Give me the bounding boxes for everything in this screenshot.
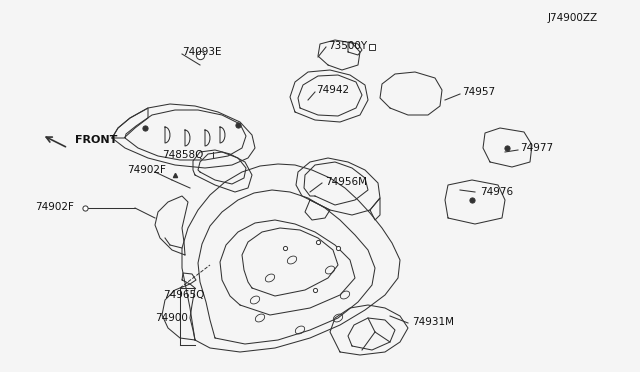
Text: 74900: 74900 (155, 313, 188, 323)
Text: 74931M: 74931M (412, 317, 454, 327)
Text: 74956M: 74956M (325, 177, 367, 187)
Text: 74977: 74977 (520, 143, 553, 153)
Text: 74902F: 74902F (127, 165, 166, 175)
Text: 74942: 74942 (316, 85, 349, 95)
Text: 73500Y: 73500Y (328, 41, 367, 51)
Text: 74093E: 74093E (182, 47, 221, 57)
Text: FRONT: FRONT (75, 135, 117, 145)
Text: 74965Q: 74965Q (163, 290, 204, 300)
Text: 74976: 74976 (480, 187, 513, 197)
Text: J74900ZZ: J74900ZZ (548, 13, 598, 23)
Text: 74957: 74957 (462, 87, 495, 97)
Text: 74902F: 74902F (35, 202, 74, 212)
Text: 74858Q: 74858Q (162, 150, 204, 160)
